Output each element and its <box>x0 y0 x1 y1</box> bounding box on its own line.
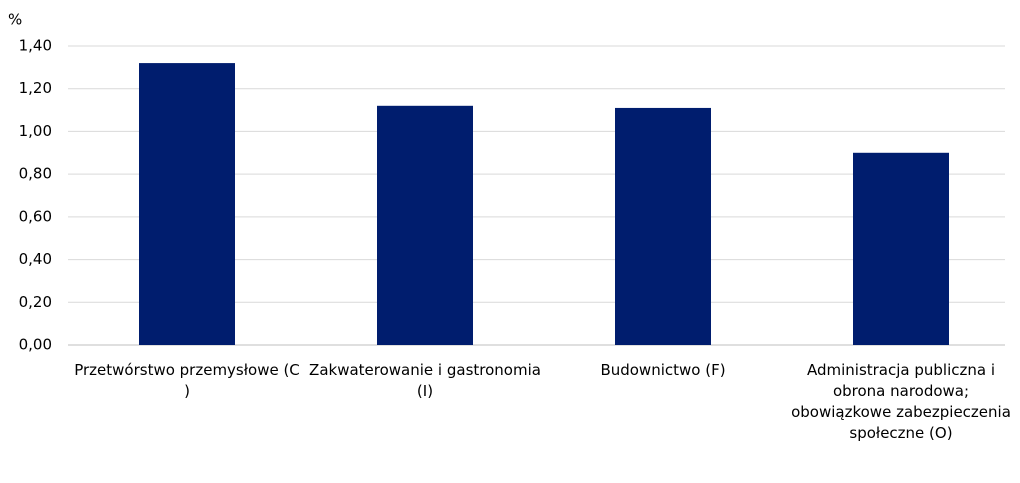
bar <box>139 63 235 345</box>
x-tick-label: Zakwaterowanie i gastronomia (I) <box>309 361 541 400</box>
bar <box>377 105 473 345</box>
y-tick-label: 1,20 <box>19 79 52 97</box>
y-tick-label: 1,40 <box>19 37 52 55</box>
y-tick-label: 0,00 <box>19 336 52 354</box>
x-tick-label: Administracja publiczna i obrona narodow… <box>791 361 1011 442</box>
y-tick-label: 0,80 <box>19 165 52 183</box>
y-tick-label: 0,20 <box>19 293 52 311</box>
y-tick-label: 1,00 <box>19 122 52 140</box>
bar <box>615 107 711 345</box>
y-axis-unit: % <box>8 11 22 29</box>
x-tick-label: Budownictwo (F) <box>600 361 726 379</box>
bar <box>853 152 949 345</box>
y-tick-label: 0,40 <box>19 250 52 268</box>
x-tick-label: Przetwórstwo przemysłowe (C ) <box>74 361 300 400</box>
y-tick-label: 0,60 <box>19 207 52 225</box>
